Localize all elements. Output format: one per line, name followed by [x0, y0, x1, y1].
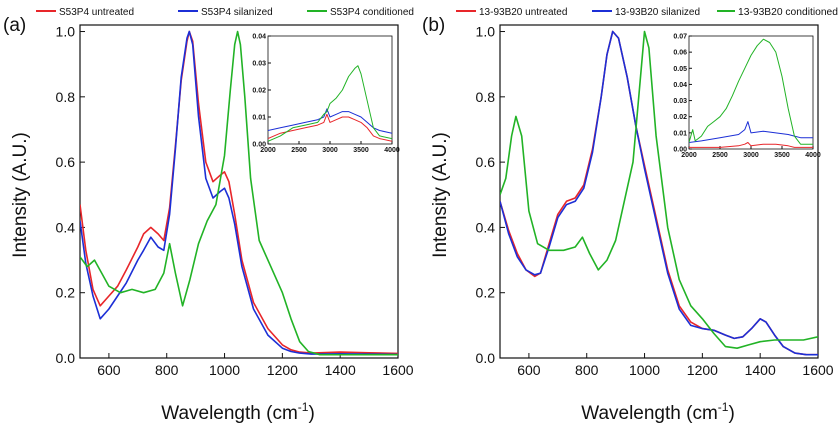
- y-tick-label-b-2: 0.4: [476, 219, 496, 235]
- inset-y-tick-label-a-0: 0.00: [252, 142, 266, 149]
- inset-x-tick-label-b-0: 2000: [681, 152, 697, 159]
- inset-y-tick-label-b-4: 0.04: [673, 82, 687, 89]
- inset-x-tick-label-b-4: 4000: [805, 152, 821, 159]
- inset-series-line-a-2: [268, 65, 392, 142]
- y-tick-label-a-1: 0.2: [56, 285, 76, 301]
- inset-x-tick-label-b-3: 3500: [774, 152, 790, 159]
- inset-y-tick-label-b-7: 0.07: [673, 34, 687, 41]
- inset-x-tick-label-a-2: 3000: [322, 147, 338, 154]
- x-tick-label-a-0: 600: [97, 362, 121, 378]
- y-tick-label-b-4: 0.8: [476, 89, 496, 105]
- x-tick-label-a-4: 1400: [325, 362, 356, 378]
- legend-label-a-1: S53P4 silanized: [201, 7, 273, 18]
- panel-label-b: (b): [422, 15, 445, 36]
- legend-label-a-0: S53P4 untreated: [59, 7, 134, 18]
- legend-label-b-0: 13-93B20 untreated: [479, 7, 567, 18]
- series-line-b-2: [500, 30, 818, 349]
- inset-x-tick-label-a-1: 2500: [291, 147, 307, 154]
- inset-y-tick-label-b-6: 0.06: [673, 50, 687, 57]
- y-tick-label-b-3: 0.6: [476, 154, 496, 170]
- y-tick-label-b-5: 1.0: [476, 24, 496, 40]
- legend-b: 13-93B20 untreated 13-93B20 silanized 13…: [456, 7, 838, 18]
- inset-y-tick-label-b-1: 0.01: [673, 130, 687, 137]
- y-tick-label-a-4: 0.8: [56, 89, 76, 105]
- inset-y-tick-label-b-3: 0.03: [673, 98, 687, 105]
- x-tick-label-a-3: 1200: [267, 362, 298, 378]
- panel-label-a: (a): [3, 15, 26, 36]
- inset-b: 2000 2500 3000 3500 4000 0.00 0.01 0.02 0.03 0.04…: [673, 34, 821, 160]
- x-axis-title-b: Wavelength (cm-1): [581, 400, 735, 424]
- inset-series-line-a-0: [268, 113, 392, 142]
- inset-series-line-b-2: [689, 38, 813, 145]
- chart-panel-a: (a) S53P4 untreated S53P4 silanized S53P…: [3, 7, 414, 424]
- inset-series-line-b-0: [689, 142, 813, 148]
- inset-y-tick-label-a-4: 0.04: [252, 34, 266, 41]
- inset-y-tick-label-b-5: 0.05: [673, 66, 687, 73]
- inset-x-tick-label-a-4: 4000: [384, 147, 400, 154]
- inset-y-tick-label-b-0: 0.00: [673, 147, 687, 154]
- y-tick-label-a-2: 0.4: [56, 219, 76, 235]
- inset-x-tick-label-b-1: 2500: [712, 152, 728, 159]
- x-tick-label-b-4: 1400: [745, 362, 776, 378]
- x-tick-label-b-3: 1200: [687, 362, 718, 378]
- x-tick-label-a-2: 1000: [209, 362, 240, 378]
- y-tick-label-b-1: 0.2: [476, 285, 496, 301]
- series-line-b-1: [500, 30, 818, 356]
- inset-y-tick-label-a-3: 0.03: [252, 61, 266, 68]
- x-tick-label-b-1: 800: [575, 362, 599, 378]
- x-tick-label-b-2: 1000: [629, 362, 660, 378]
- inset-series-line-a-1: [268, 108, 392, 134]
- inset-x-tick-label-a-3: 3500: [353, 147, 369, 154]
- inset-a: 2000 2500 3000 3500 4000 0.00 0.01 0.02 0.03 0.04: [252, 34, 400, 155]
- x-axis-title-a: Wavelength (cm-1): [161, 400, 315, 424]
- inset-x-tick-label-a-0: 2000: [260, 147, 276, 154]
- series-line-a-1: [80, 30, 398, 356]
- inset-x-tick-label-b-2: 3000: [743, 152, 759, 159]
- series-line-a-0: [80, 30, 398, 355]
- y-tick-label-a-0: 0.0: [56, 350, 76, 366]
- x-tick-label-b-0: 600: [517, 362, 541, 378]
- x-tick-label-b-5: 1600: [802, 362, 833, 378]
- y-tick-label-a-3: 0.6: [56, 154, 76, 170]
- y-tick-label-b-0: 0.0: [476, 350, 496, 366]
- legend-label-b-1: 13-93B20 silanized: [615, 7, 700, 18]
- legend-label-a-2: S53P4 conditioned: [330, 7, 414, 18]
- x-tick-label-a-5: 1600: [382, 362, 413, 378]
- inset-y-tick-label-a-2: 0.02: [252, 88, 266, 95]
- y-axis-title-a: Intensity (A.U.): [10, 132, 31, 258]
- y-tick-label-a-5: 1.0: [56, 24, 76, 40]
- chart-panel-b: (b) 13-93B20 untreated 13-93B20 silanize…: [422, 7, 838, 424]
- inset-y-tick-label-b-2: 0.02: [673, 114, 687, 121]
- legend-label-b-2: 13-93B20 conditioned: [738, 7, 838, 18]
- y-axis-title-b: Intensity (A.U.): [430, 132, 451, 258]
- series-line-a-2: [80, 30, 398, 356]
- legend-a: S53P4 untreated S53P4 silanized S53P4 co…: [36, 7, 414, 18]
- inset-y-tick-label-a-1: 0.01: [252, 115, 266, 122]
- x-tick-label-a-1: 800: [155, 362, 179, 378]
